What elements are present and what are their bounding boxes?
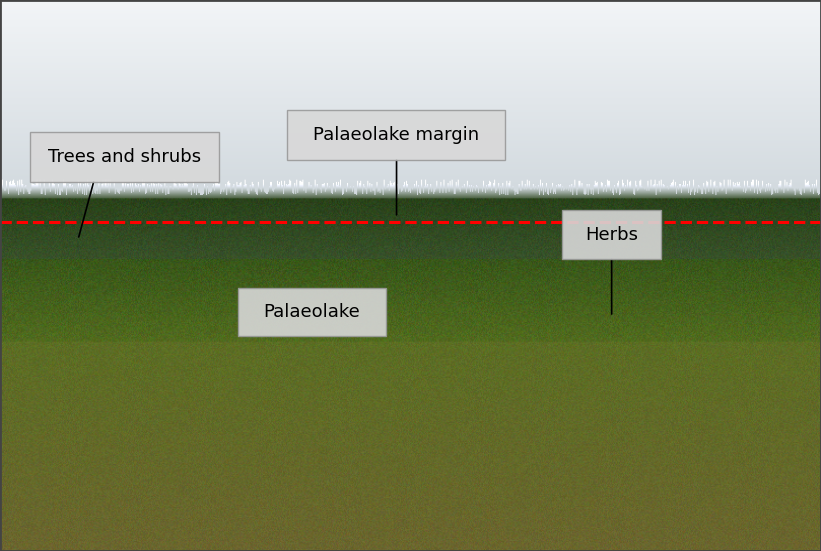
Text: Herbs: Herbs [585, 226, 638, 244]
Text: Palaeolake: Palaeolake [264, 303, 360, 321]
Text: Trees and shrubs: Trees and shrubs [48, 148, 201, 166]
FancyBboxPatch shape [287, 110, 505, 160]
FancyBboxPatch shape [238, 288, 386, 336]
FancyBboxPatch shape [562, 210, 661, 259]
FancyBboxPatch shape [30, 132, 219, 182]
Text: Palaeolake margin: Palaeolake margin [313, 126, 479, 144]
